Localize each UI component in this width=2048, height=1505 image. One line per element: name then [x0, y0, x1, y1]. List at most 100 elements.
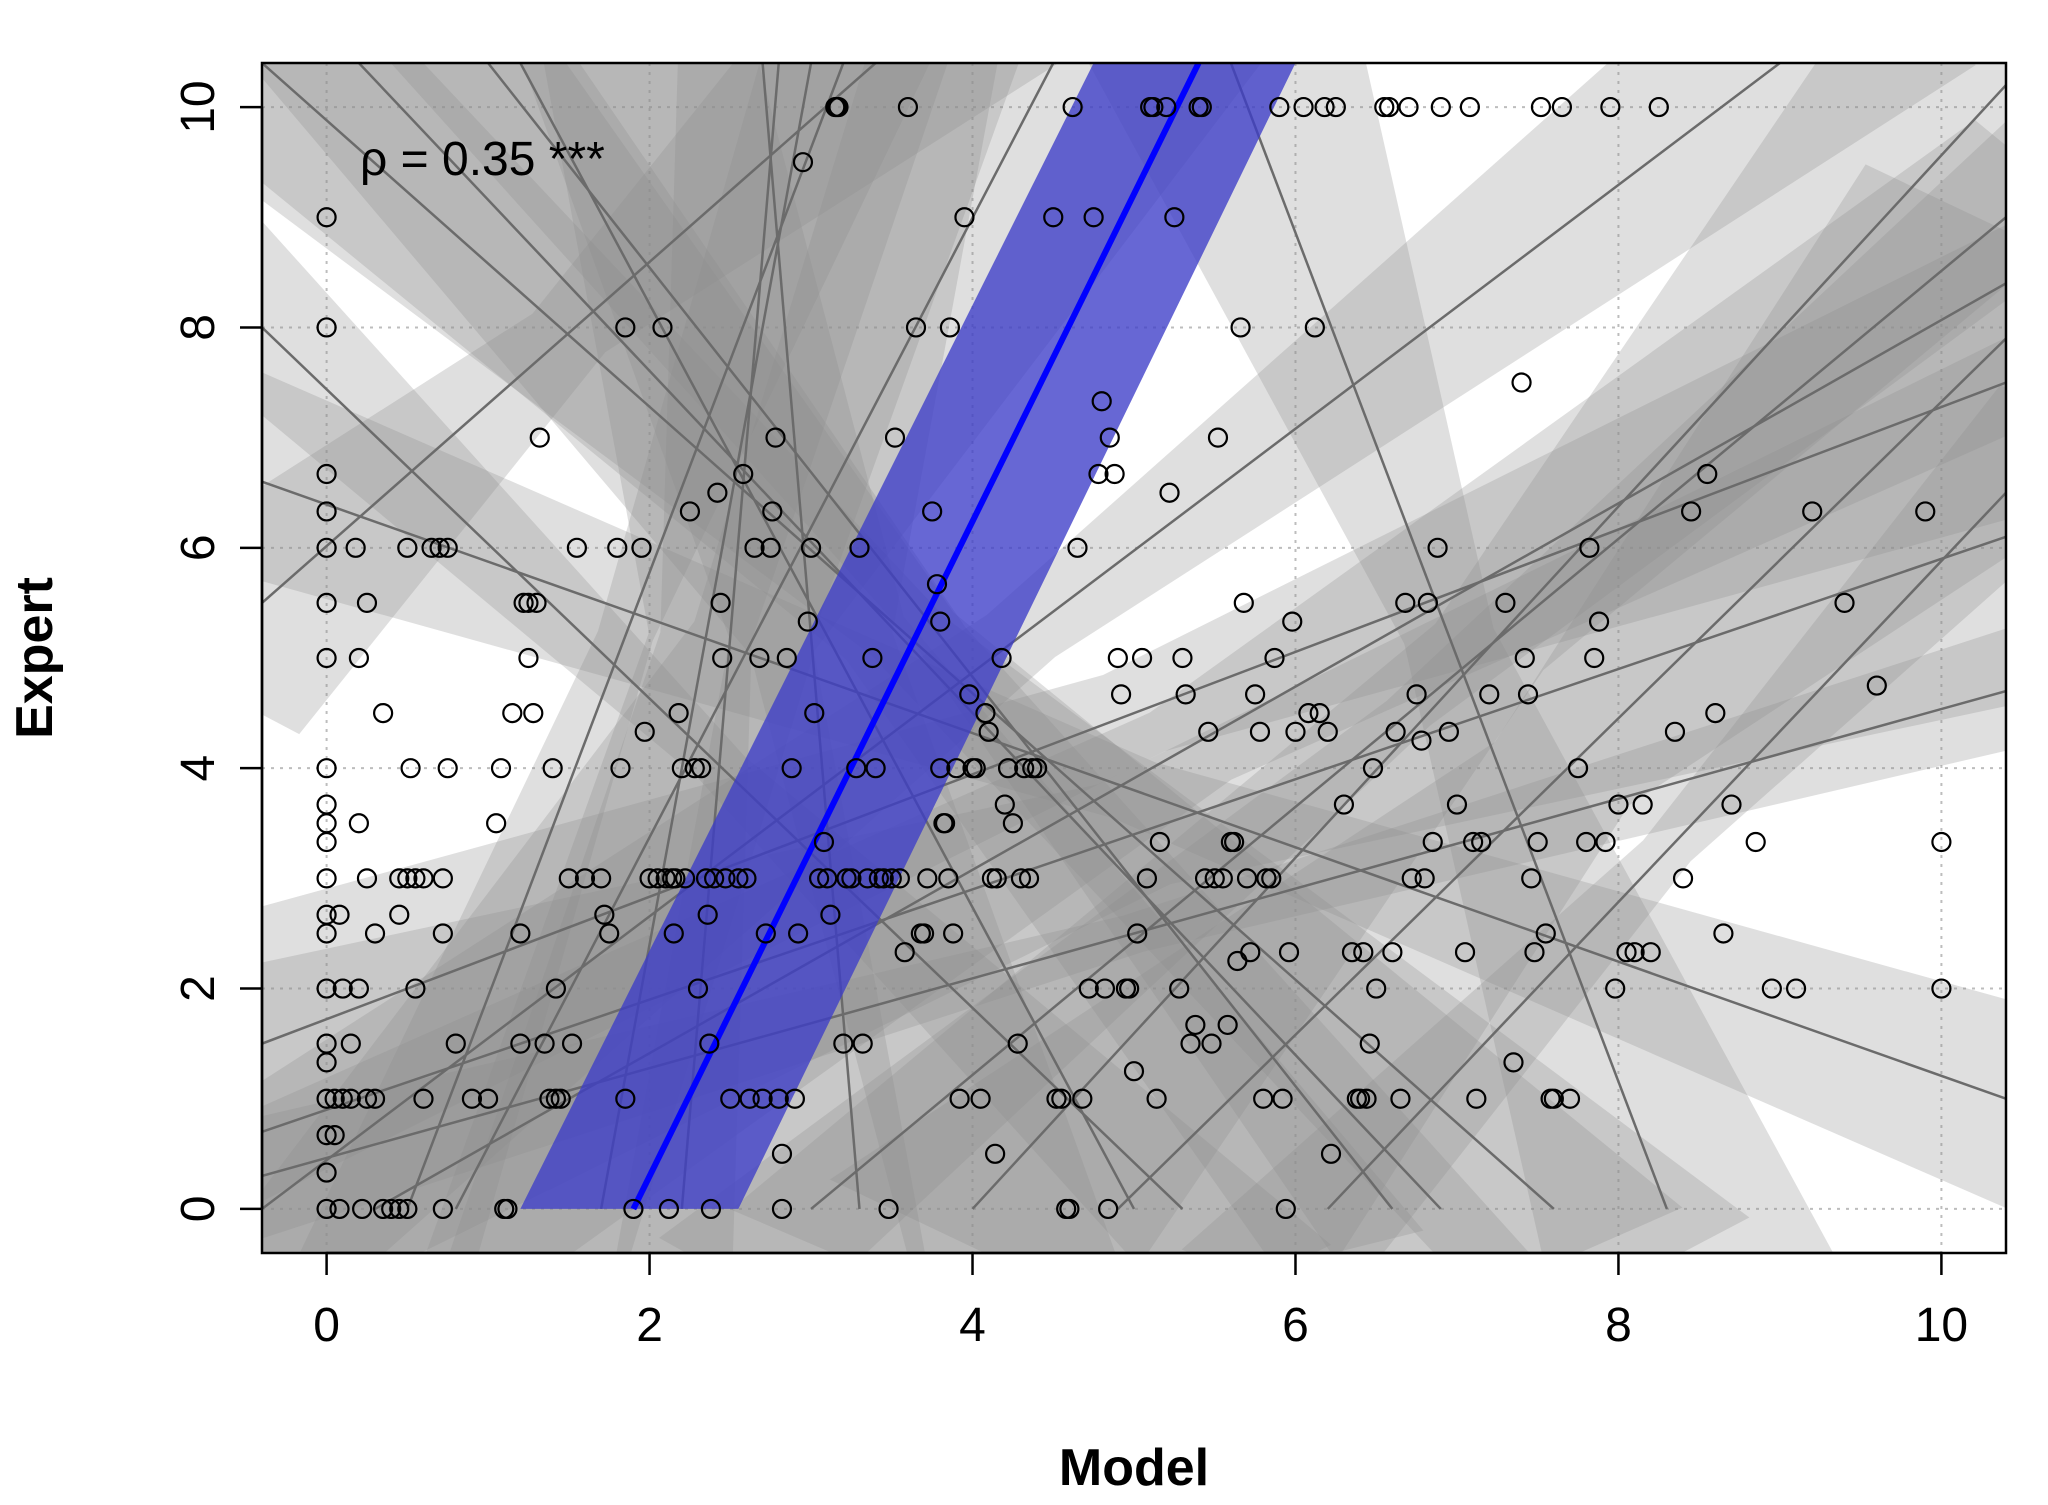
- data-point: [1401, 868, 1422, 889]
- group-fit-line: [1326, 491, 2006, 1210]
- confidence-band: [730, 63, 2006, 1253]
- data-point: [594, 904, 615, 925]
- data-point: [1051, 1088, 1072, 1109]
- data-point: [413, 1088, 434, 1109]
- data-point: [1521, 868, 1542, 889]
- data-point: [1201, 1033, 1222, 1054]
- data-point: [356, 1088, 378, 1109]
- data-point: [397, 1198, 418, 1220]
- data-point: [1624, 942, 1645, 963]
- data-point: [1304, 317, 1325, 338]
- data-point: [364, 923, 386, 944]
- data-point: [1236, 868, 1258, 889]
- data-point: [623, 1198, 644, 1220]
- data-point: [1119, 978, 1140, 999]
- data-point: [1325, 96, 1346, 118]
- data-point: [820, 904, 841, 925]
- data-point: [665, 868, 686, 889]
- data-point: [873, 868, 894, 889]
- data-point: [991, 647, 1012, 669]
- data-point: [1230, 317, 1251, 338]
- data-point: [658, 1198, 680, 1220]
- data-point: [797, 611, 818, 632]
- data-point: [1595, 831, 1616, 853]
- data-point: [534, 1033, 555, 1054]
- data-point: [889, 868, 910, 889]
- data-point: [760, 537, 781, 558]
- data-point: [1705, 702, 1726, 724]
- data-point: [1931, 831, 1952, 853]
- data-point: [1083, 207, 1104, 228]
- data-point: [771, 1143, 793, 1164]
- data-point: [897, 96, 919, 118]
- data-point: [949, 1088, 970, 1109]
- data-point: [1761, 978, 1782, 999]
- data-point: [529, 427, 550, 448]
- data-point: [1059, 1198, 1080, 1220]
- data-point: [1072, 1088, 1093, 1109]
- data-point: [631, 537, 652, 558]
- data-point: [687, 978, 709, 999]
- x-tick-label: 0: [313, 1299, 340, 1352]
- data-point: [752, 1088, 773, 1109]
- group-fit-line: [262, 63, 877, 604]
- axes: 0 2 4 6 8 10 0 2 4 6 8 10: [172, 80, 1968, 1352]
- data-point: [316, 1162, 337, 1183]
- data-point: [316, 1125, 337, 1146]
- data-point: [432, 923, 453, 944]
- data-point: [1648, 96, 1669, 118]
- data-point: [1046, 1088, 1067, 1109]
- data-point: [817, 868, 838, 889]
- data-point: [739, 1088, 760, 1109]
- data-point: [804, 702, 825, 724]
- data-point: [1278, 942, 1300, 963]
- data-point: [652, 317, 673, 338]
- data-point: [413, 868, 434, 889]
- data-point: [1233, 592, 1254, 614]
- data-point: [1608, 794, 1629, 815]
- data-point: [316, 978, 337, 999]
- x-tick-label: 4: [959, 1299, 986, 1352]
- data-point: [329, 904, 350, 925]
- data-point: [1245, 684, 1266, 705]
- data-point: [1088, 463, 1109, 485]
- data-point: [1446, 794, 1468, 815]
- data-point: [975, 702, 996, 724]
- data-point: [1104, 463, 1125, 485]
- data-point: [1043, 207, 1064, 228]
- data-point: [421, 537, 442, 558]
- data-point: [841, 868, 862, 889]
- data-point: [348, 978, 369, 999]
- data-point: [1915, 501, 1936, 522]
- data-point: [1576, 831, 1597, 853]
- data-point: [1511, 372, 1532, 393]
- data-point: [316, 207, 337, 228]
- data-point: [400, 758, 421, 779]
- data-point: [655, 868, 676, 889]
- data-point: [1191, 96, 1212, 118]
- data-point: [965, 758, 986, 779]
- data-point: [720, 1088, 741, 1109]
- data-point: [550, 1088, 571, 1109]
- data-point: [1398, 96, 1419, 118]
- data-points: [316, 96, 1952, 1220]
- data-point: [1466, 1088, 1487, 1109]
- data-point: [429, 537, 450, 558]
- group-fit-line: [1229, 63, 1669, 1210]
- data-point: [316, 537, 337, 558]
- data-point: [1721, 794, 1742, 815]
- data-point: [316, 1088, 337, 1109]
- y-tick-label: 6: [172, 534, 225, 561]
- data-point: [878, 1198, 899, 1220]
- data-point: [1224, 831, 1245, 853]
- y-tick-label: 2: [172, 975, 225, 1002]
- data-point: [1156, 96, 1177, 118]
- data-point: [1463, 831, 1484, 853]
- data-point: [340, 1088, 361, 1109]
- data-point: [1107, 647, 1128, 669]
- data-point: [1411, 730, 1432, 751]
- data-point: [1217, 1014, 1238, 1036]
- data-point: [1745, 831, 1766, 853]
- data-point: [513, 592, 534, 614]
- x-axis-title: Model: [1059, 1439, 1209, 1497]
